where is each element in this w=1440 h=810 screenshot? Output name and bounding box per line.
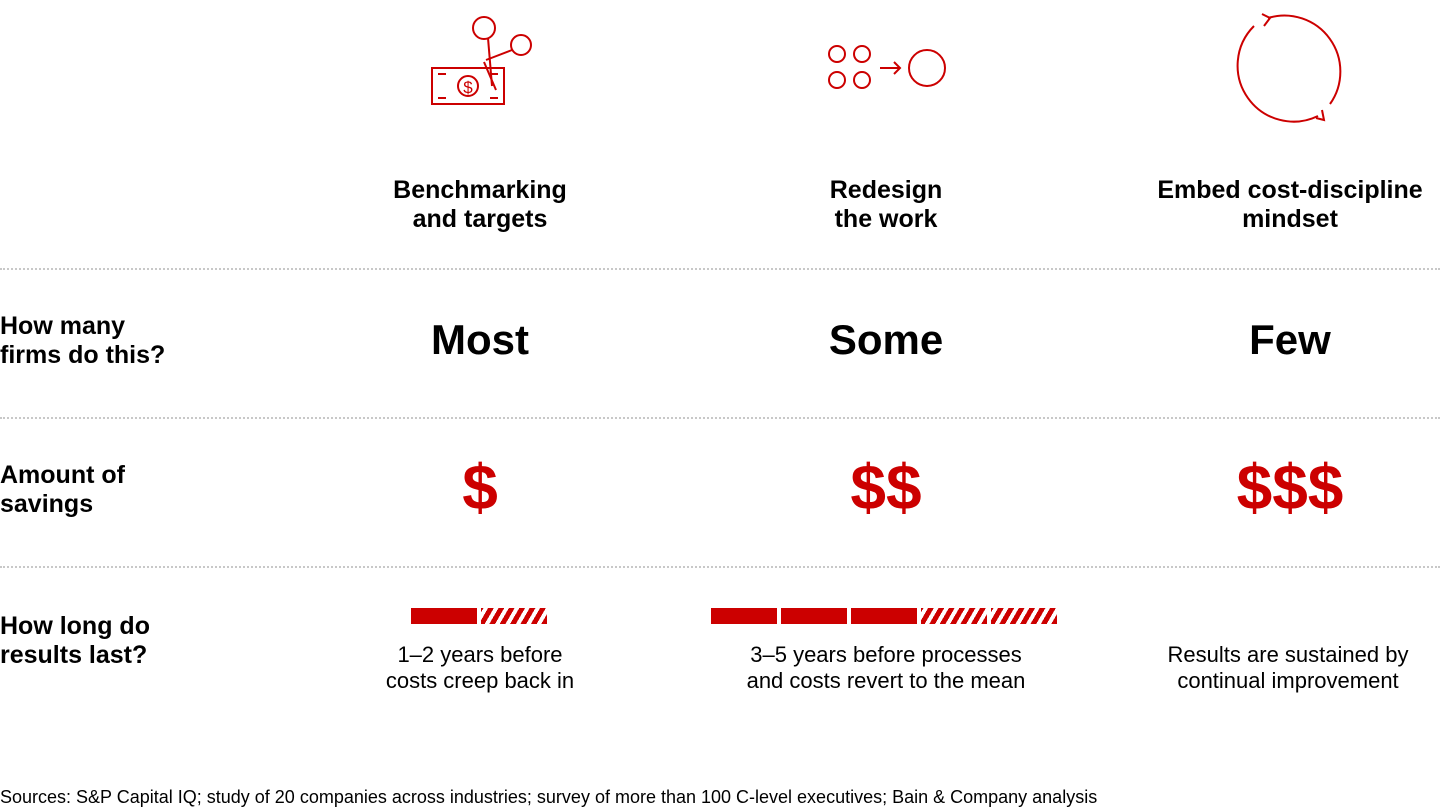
divider-3	[0, 566, 1440, 568]
column-title-redesign: Redesign the work	[829, 176, 943, 233]
duration-segment-hatched	[921, 608, 987, 624]
duration-segment-hatched	[991, 608, 1057, 624]
duration-segment-solid	[781, 608, 847, 624]
circles-merge-icon	[828, 45, 946, 89]
cycle-arrows-icon	[1236, 13, 1342, 123]
column-title-benchmarking: Benchmarking and targets	[393, 176, 567, 233]
duration-segment-solid	[851, 608, 917, 624]
duration-text-redesign: 3–5 years before processes and costs rev…	[746, 642, 1026, 693]
duration-bar-redesign	[711, 608, 1057, 624]
savings-medium: $$	[850, 451, 922, 523]
row-label-duration: How long do results last?	[0, 612, 150, 669]
divider-1	[0, 268, 1440, 270]
row-label-firms: How many firms do this?	[0, 312, 166, 369]
duration-text-embed: Results are sustained by continual impro…	[1167, 642, 1409, 693]
savings-low: $	[462, 451, 498, 523]
savings-high: $$$	[1236, 451, 1344, 523]
duration-segment-solid	[411, 608, 477, 624]
count-some: Some	[828, 316, 944, 363]
count-few: Few	[1249, 316, 1331, 363]
duration-segment-hatched	[481, 608, 547, 624]
divider-2	[0, 417, 1440, 419]
duration-bar-benchmarking	[411, 608, 547, 624]
count-most: Most	[431, 316, 529, 363]
svg-text:$: $	[463, 78, 473, 97]
duration-segment-solid	[711, 608, 777, 624]
source-note: Sources: S&P Capital IQ; study of 20 com…	[0, 787, 1098, 807]
duration-text-benchmarking: 1–2 years before costs creep back in	[385, 642, 575, 693]
scissors-cutting-money-icon: $	[431, 16, 532, 105]
column-title-embed-mindset: Embed cost-discipline mindset	[1157, 176, 1423, 233]
row-label-savings: Amount of savings	[0, 461, 125, 518]
